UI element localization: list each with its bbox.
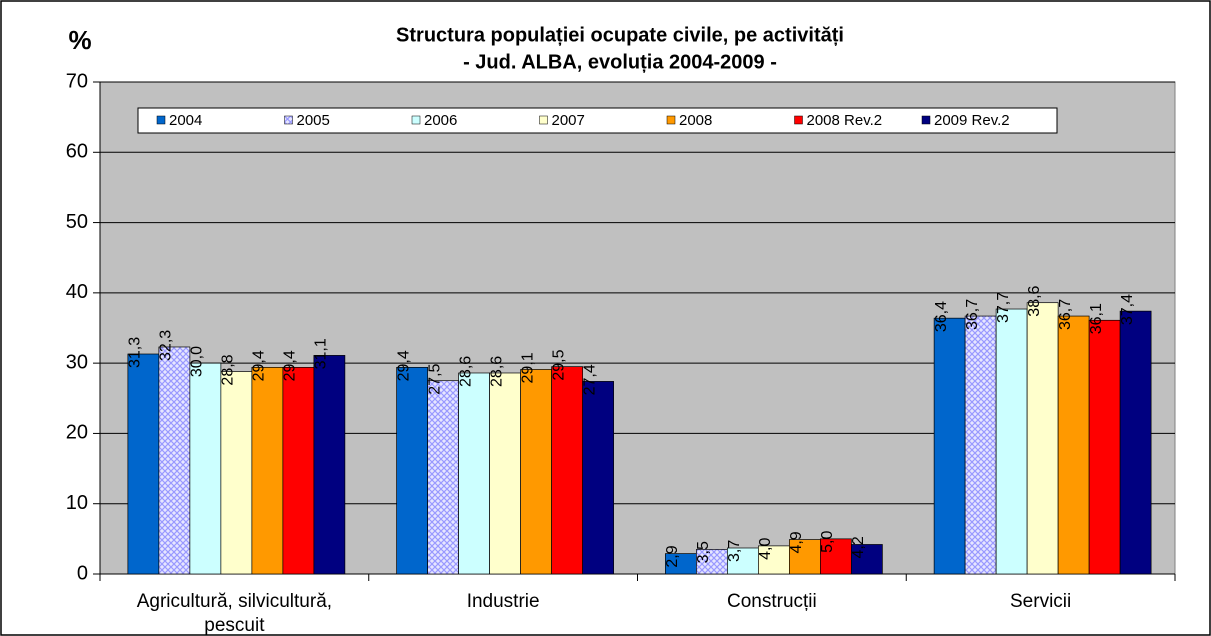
bar bbox=[220, 371, 253, 575]
data-label: 30,0 bbox=[189, 346, 206, 377]
bar bbox=[313, 355, 346, 575]
x-tick-label: Construcții bbox=[727, 591, 817, 612]
bar bbox=[282, 367, 315, 575]
data-label: 2,9 bbox=[664, 545, 681, 567]
bar bbox=[1088, 319, 1121, 575]
chart-subtitle: - Jud. ALBA, evoluția 2004-2009 - bbox=[463, 51, 777, 73]
data-label: 27,5 bbox=[426, 363, 443, 394]
data-label: 32,3 bbox=[158, 330, 175, 361]
bar bbox=[427, 380, 459, 575]
legend-swatch bbox=[666, 115, 676, 125]
legend-label: 2009 Rev.2 bbox=[934, 112, 1010, 129]
legend-label: 2007 bbox=[552, 112, 585, 129]
bar bbox=[1119, 310, 1152, 575]
bar bbox=[489, 372, 521, 575]
legend-swatch bbox=[539, 115, 548, 125]
data-label: 4,2 bbox=[850, 536, 867, 558]
y-axis-label: % bbox=[68, 25, 91, 55]
bar bbox=[520, 369, 552, 575]
legend-swatch bbox=[921, 115, 931, 125]
bar bbox=[789, 539, 821, 575]
data-label: 37,4 bbox=[1119, 294, 1136, 325]
data-label: 29,4 bbox=[251, 350, 268, 381]
data-label: 29,4 bbox=[395, 350, 412, 381]
data-label: 27,4 bbox=[581, 364, 598, 395]
legend-label: 2008 bbox=[679, 112, 712, 129]
data-label: 28,8 bbox=[220, 354, 237, 385]
legend-swatch bbox=[794, 115, 803, 125]
y-tick-label: 60 bbox=[66, 141, 88, 163]
data-label: 38,6 bbox=[1026, 285, 1043, 316]
bar bbox=[127, 353, 160, 575]
data-label: 36,7 bbox=[964, 299, 981, 330]
data-label: 31,1 bbox=[313, 338, 330, 369]
y-tick-label: 30 bbox=[66, 351, 88, 373]
data-label: 4,9 bbox=[788, 531, 805, 553]
data-label: 3,7 bbox=[726, 540, 743, 562]
data-label: 36,7 bbox=[1057, 299, 1074, 330]
bar bbox=[158, 346, 191, 575]
data-label: 29,1 bbox=[519, 352, 536, 383]
data-label: 28,6 bbox=[457, 356, 474, 387]
data-label: 36,4 bbox=[933, 301, 950, 332]
x-tick-label: Agricultură, silvicultură, pescuit bbox=[136, 591, 333, 636]
bar bbox=[696, 549, 728, 575]
y-tick-label: 40 bbox=[66, 281, 88, 303]
bar bbox=[727, 547, 759, 575]
bar bbox=[458, 372, 490, 575]
y-tick-label: 20 bbox=[66, 422, 88, 444]
data-label: 3,5 bbox=[695, 541, 712, 563]
data-label: 4,0 bbox=[757, 538, 774, 560]
bar bbox=[189, 362, 222, 575]
legend-box bbox=[137, 107, 1058, 134]
legend-label: 2004 bbox=[169, 112, 202, 129]
y-tick-label: 0 bbox=[77, 562, 88, 584]
chart-title: Structura populației ocupate civile, pe … bbox=[396, 24, 844, 46]
bar bbox=[933, 317, 966, 575]
legend-label: 2005 bbox=[297, 112, 330, 129]
y-tick-label: 10 bbox=[66, 492, 88, 514]
bar bbox=[396, 367, 428, 575]
y-tick-label: 50 bbox=[66, 211, 88, 233]
bar bbox=[820, 538, 852, 575]
bar bbox=[1026, 302, 1059, 575]
x-tick-label: Servicii bbox=[1010, 591, 1072, 612]
legend-swatch bbox=[411, 115, 421, 125]
bar bbox=[251, 367, 284, 575]
legend-label: 2006 bbox=[424, 112, 457, 129]
bar bbox=[964, 315, 997, 575]
data-label: 5,0 bbox=[819, 531, 836, 553]
bar bbox=[995, 308, 1028, 575]
data-label: 29,4 bbox=[282, 350, 299, 381]
data-label: 31,3 bbox=[127, 337, 144, 368]
bar bbox=[851, 544, 883, 575]
bar bbox=[582, 381, 614, 575]
data-label: 36,1 bbox=[1088, 303, 1105, 334]
data-label: 28,6 bbox=[488, 356, 505, 387]
legend-swatch bbox=[284, 115, 293, 125]
legend-swatch bbox=[156, 115, 166, 125]
data-label: 29,5 bbox=[550, 349, 567, 380]
bar bbox=[551, 366, 583, 575]
y-tick-label: 70 bbox=[66, 70, 88, 92]
bar bbox=[1057, 315, 1090, 575]
legend-label: 2008 Rev.2 bbox=[807, 112, 883, 129]
x-tick-label: Industrie bbox=[466, 591, 540, 612]
data-label: 37,7 bbox=[995, 292, 1012, 323]
